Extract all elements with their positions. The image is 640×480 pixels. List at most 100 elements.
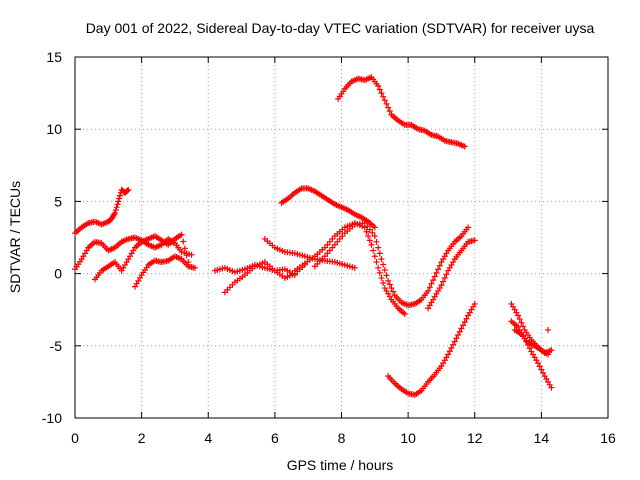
data-point — [451, 338, 458, 345]
data-point-fill — [366, 226, 373, 233]
y-tick-label: -5 — [50, 338, 63, 354]
x-axis-label: GPS time / hours — [287, 457, 394, 473]
x-tick-label: 0 — [71, 430, 79, 446]
data-point-fill — [390, 288, 397, 295]
series-track-1 — [72, 186, 132, 237]
data-point-fill — [364, 223, 371, 230]
data-points — [72, 74, 555, 398]
data-point-fill — [373, 259, 380, 266]
series-track-8 — [278, 185, 378, 231]
data-point-fill — [369, 229, 376, 236]
axis-ticks — [74, 56, 609, 419]
data-point-fill — [114, 201, 121, 208]
data-point-fill — [383, 100, 390, 107]
data-point-fill — [430, 277, 437, 284]
series-track-9 — [291, 220, 408, 318]
data-point — [545, 351, 552, 358]
data-point — [548, 384, 555, 391]
data-point-fill — [124, 187, 131, 194]
data-point — [178, 231, 185, 238]
data-point-fill — [370, 247, 377, 254]
data-point — [115, 198, 122, 205]
data-point-fill — [433, 269, 440, 276]
series-track-10 — [311, 220, 472, 309]
data-point — [361, 220, 368, 227]
data-point-fill — [426, 284, 433, 291]
data-point — [471, 237, 478, 244]
data-point-fill — [436, 262, 443, 269]
data-point-fill — [388, 285, 395, 292]
data-point — [371, 224, 378, 231]
data-point-fill — [386, 108, 393, 115]
data-point — [548, 347, 555, 354]
data-point-fill — [113, 204, 120, 211]
data-point-fill — [518, 319, 525, 326]
y-tick-label: -10 — [42, 410, 62, 426]
data-point — [515, 312, 522, 319]
data-point — [465, 224, 472, 231]
data-point — [545, 326, 552, 333]
data-point — [461, 143, 468, 150]
data-point-fill — [463, 315, 470, 322]
data-point — [438, 282, 445, 289]
data-point-fill — [450, 341, 457, 348]
data-point-fill — [380, 93, 387, 100]
chart-title: Day 001 of 2022, Sidereal Day-to-day VTE… — [86, 20, 595, 36]
data-point-fill — [386, 281, 393, 288]
data-point — [381, 97, 388, 104]
series-track-11 — [425, 237, 478, 312]
data-point-fill — [376, 269, 383, 276]
y-tick-label: 0 — [54, 266, 62, 282]
data-point — [385, 277, 392, 284]
data-point-fill — [428, 280, 435, 287]
data-point-fill — [116, 195, 123, 202]
data-point — [535, 360, 542, 367]
data-point — [351, 264, 358, 271]
data-point-fill — [366, 237, 373, 244]
data-point-fill — [383, 272, 390, 279]
data-point-fill — [538, 366, 545, 373]
data-point-fill — [378, 274, 385, 281]
x-tick-label: 16 — [600, 430, 616, 446]
data-point — [401, 311, 408, 318]
data-point-fill — [378, 90, 385, 97]
data-point-fill — [376, 86, 383, 93]
data-point-fill — [448, 344, 455, 351]
series-outlier — [545, 326, 552, 333]
data-point-fill — [371, 253, 378, 260]
data-point-fill — [520, 323, 527, 330]
data-point-fill — [183, 252, 190, 259]
data-point-fill — [440, 278, 447, 285]
data-point-fill — [180, 238, 187, 245]
data-point — [431, 273, 438, 280]
data-point — [125, 186, 132, 193]
x-tick-label: 8 — [338, 430, 346, 446]
data-point — [378, 256, 385, 263]
data-point — [445, 351, 452, 358]
data-point-fill — [112, 207, 119, 214]
data-point-fill — [381, 266, 388, 273]
data-point-fill — [446, 348, 453, 355]
y-tick-label: 5 — [54, 193, 62, 209]
data-point-fill — [376, 250, 383, 257]
data-point-fill — [460, 322, 467, 329]
data-point-fill — [380, 261, 387, 268]
data-point-fill — [375, 244, 382, 251]
x-tick-label: 14 — [534, 430, 550, 446]
data-point-fill — [380, 279, 387, 286]
series-track-4 — [131, 253, 198, 290]
x-tick-label: 10 — [400, 430, 416, 446]
data-point-fill — [181, 245, 188, 252]
data-point — [375, 264, 382, 271]
data-point — [368, 241, 375, 248]
y-tick-label: 10 — [46, 121, 62, 137]
data-point — [471, 300, 478, 307]
y-axis-label: SDTVAR / TECUs — [7, 181, 23, 293]
x-tick-label: 12 — [467, 430, 483, 446]
data-point-fill — [453, 335, 460, 342]
data-point-fill — [540, 369, 547, 376]
data-point-fill — [373, 238, 380, 245]
data-point-fill — [116, 192, 123, 199]
